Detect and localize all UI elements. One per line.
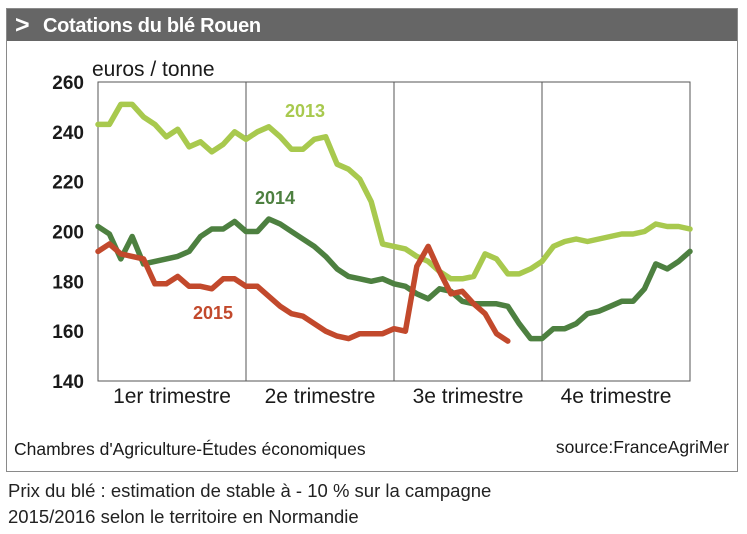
series-label-2013: 2013 xyxy=(285,101,325,121)
y-tick-label: 260 xyxy=(52,73,84,94)
x-tick-label: 3e trimestre xyxy=(413,385,524,408)
x-tick-label: 1er trimestre xyxy=(113,385,231,408)
series-line-2013 xyxy=(95,101,693,282)
y-tick-label: 200 xyxy=(52,223,84,244)
caption-line-2: 2015/2016 selon le territoire en Normand… xyxy=(8,506,359,527)
series-line-2015 xyxy=(95,241,511,344)
y-tick-label: 240 xyxy=(52,123,84,144)
series-label-2015: 2015 xyxy=(193,303,233,323)
footer-credit: Chambres d'Agriculture-Études économique… xyxy=(14,439,366,459)
footer-source: source:FranceAgriMer xyxy=(555,437,729,457)
y-axis-unit: euros / tonne xyxy=(92,58,215,81)
chart-title: Cotations du blé Rouen xyxy=(43,15,261,37)
y-tick-label: 140 xyxy=(52,372,84,393)
chevron-icon: > xyxy=(15,11,30,39)
title-bar: > Cotations du blé Rouen xyxy=(7,9,737,41)
caption-line-1: Prix du blé : estimation de stable à - 1… xyxy=(8,480,492,501)
series-label-2014: 2014 xyxy=(255,188,295,208)
x-tick-label: 4e trimestre xyxy=(561,385,672,408)
x-tick-label: 2e trimestre xyxy=(265,385,376,408)
y-tick-label: 180 xyxy=(52,272,84,293)
series-line-2014 xyxy=(95,216,693,342)
y-tick-label: 220 xyxy=(52,173,84,194)
y-tick-label: 160 xyxy=(52,322,84,343)
